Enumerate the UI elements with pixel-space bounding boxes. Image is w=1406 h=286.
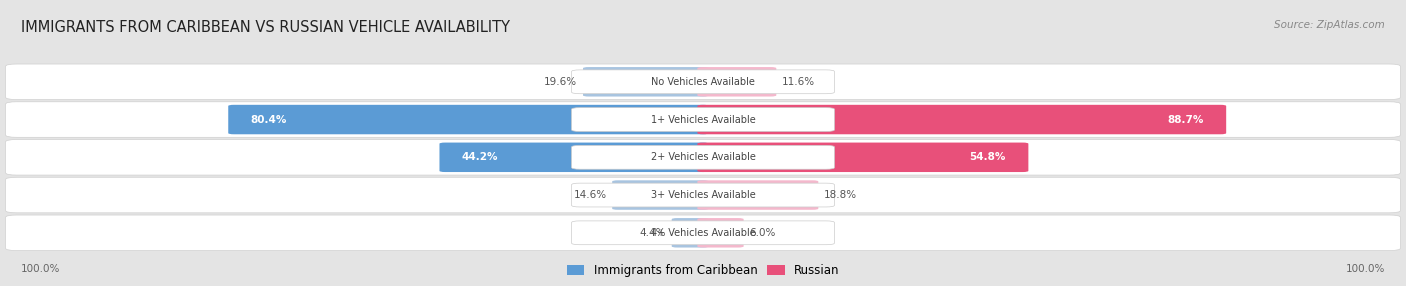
FancyBboxPatch shape (6, 140, 1400, 175)
Text: 80.4%: 80.4% (250, 115, 287, 124)
Text: 4+ Vehicles Available: 4+ Vehicles Available (651, 228, 755, 238)
Text: 18.8%: 18.8% (824, 190, 858, 200)
Text: 54.8%: 54.8% (970, 152, 1005, 162)
FancyBboxPatch shape (6, 177, 1400, 213)
FancyBboxPatch shape (612, 180, 709, 210)
FancyBboxPatch shape (697, 67, 776, 97)
FancyBboxPatch shape (571, 70, 834, 94)
Text: 88.7%: 88.7% (1167, 115, 1204, 124)
Text: 14.6%: 14.6% (574, 190, 606, 200)
Text: 2+ Vehicles Available: 2+ Vehicles Available (651, 152, 755, 162)
Legend: Immigrants from Caribbean, Russian: Immigrants from Caribbean, Russian (567, 264, 839, 277)
FancyBboxPatch shape (571, 221, 834, 245)
Text: 11.6%: 11.6% (782, 77, 815, 87)
FancyBboxPatch shape (571, 145, 834, 169)
FancyBboxPatch shape (571, 183, 834, 207)
Text: 1+ Vehicles Available: 1+ Vehicles Available (651, 115, 755, 124)
Text: 3+ Vehicles Available: 3+ Vehicles Available (651, 190, 755, 200)
FancyBboxPatch shape (6, 64, 1400, 100)
Text: No Vehicles Available: No Vehicles Available (651, 77, 755, 87)
Text: 19.6%: 19.6% (544, 77, 578, 87)
FancyBboxPatch shape (697, 105, 1226, 134)
FancyBboxPatch shape (697, 218, 744, 248)
FancyBboxPatch shape (440, 142, 709, 172)
Text: 100.0%: 100.0% (1346, 264, 1385, 274)
FancyBboxPatch shape (571, 108, 834, 132)
Text: Source: ZipAtlas.com: Source: ZipAtlas.com (1274, 20, 1385, 30)
FancyBboxPatch shape (228, 105, 709, 134)
Text: 4.4%: 4.4% (640, 228, 666, 238)
Text: 6.0%: 6.0% (749, 228, 776, 238)
FancyBboxPatch shape (6, 102, 1400, 137)
FancyBboxPatch shape (697, 180, 818, 210)
Text: IMMIGRANTS FROM CARIBBEAN VS RUSSIAN VEHICLE AVAILABILITY: IMMIGRANTS FROM CARIBBEAN VS RUSSIAN VEH… (21, 20, 510, 35)
Text: 100.0%: 100.0% (21, 264, 60, 274)
FancyBboxPatch shape (697, 142, 1028, 172)
Text: 44.2%: 44.2% (463, 152, 499, 162)
FancyBboxPatch shape (6, 215, 1400, 251)
FancyBboxPatch shape (672, 218, 709, 248)
FancyBboxPatch shape (583, 67, 709, 97)
